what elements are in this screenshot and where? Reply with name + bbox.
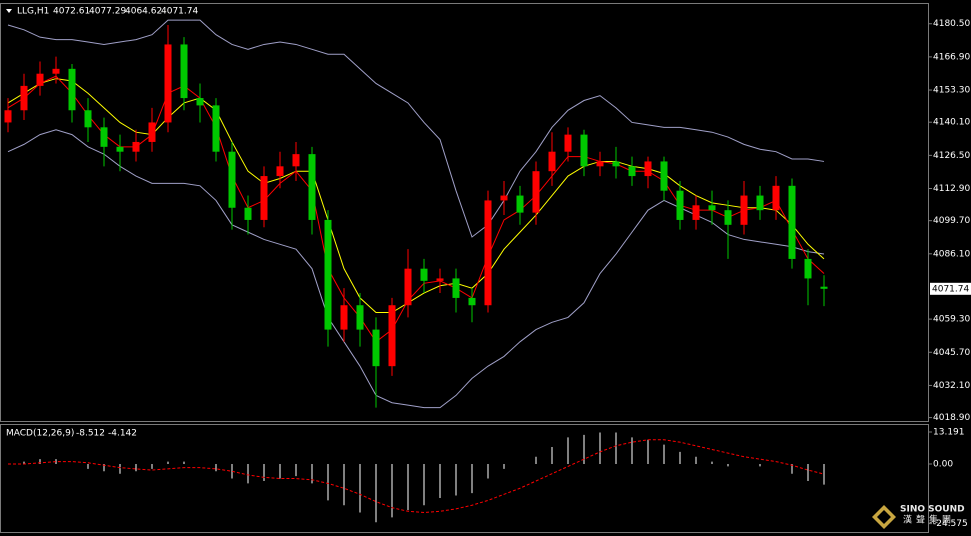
y-tick-label: 4059.30: [933, 315, 970, 325]
current-price-box: [930, 282, 971, 295]
logo-inner: [877, 510, 891, 524]
y-tick-label: 4045.70: [933, 348, 970, 358]
low-value: 4064.62: [125, 7, 162, 17]
candle-body: [580, 134, 588, 167]
y-tick-label: 0.00: [933, 460, 953, 470]
candle-body: [212, 105, 220, 152]
y-tick-label: 4153.30: [933, 86, 970, 96]
candle-body: [4, 110, 12, 123]
menu-triangle[interactable]: [6, 9, 12, 13]
candle-body: [356, 305, 364, 330]
candle-body: [436, 278, 444, 281]
candle-body: [820, 286, 828, 289]
macd-value: -8.512: [76, 429, 105, 439]
candle-body: [244, 207, 252, 220]
candle-body: [628, 166, 636, 177]
candle-body: [340, 305, 348, 330]
open-value: 4072.61: [53, 7, 90, 17]
macd-title: MACD(12,26,9): [6, 429, 74, 439]
candle-body: [36, 73, 44, 86]
indicator-line: [7, 19, 825, 238]
candle-body: [228, 151, 236, 208]
candle-body: [372, 329, 380, 367]
candle-body: [772, 185, 780, 211]
indicator-line: [7, 75, 825, 343]
symbol-title: LLG,H1: [17, 7, 49, 17]
signal-line: [8, 439, 825, 514]
candle-body: [388, 305, 396, 367]
candle-body: [164, 44, 172, 123]
candle-body: [724, 210, 732, 225]
candle-body: [516, 195, 524, 213]
y-tick-label: 4018.90: [933, 413, 970, 423]
candle-body: [116, 146, 124, 152]
candle-body: [68, 68, 76, 111]
candle-body: [532, 171, 540, 213]
candle-body: [500, 195, 508, 201]
high-value: 4077.29: [89, 7, 126, 17]
y-tick-label: -24.575: [933, 519, 968, 529]
candle-body: [452, 278, 460, 298]
macd-layer: [8, 432, 825, 523]
y-tick-label: 4126.50: [933, 151, 970, 161]
candle-body: [276, 166, 284, 177]
candle-body: [660, 161, 668, 191]
signal-value: -4.142: [108, 429, 137, 439]
candle-body: [420, 268, 428, 281]
y-tick-label: 4140.10: [933, 118, 970, 128]
y-tick-label: 4112.90: [933, 184, 970, 194]
candle-body: [708, 205, 716, 211]
y-tick-label: 4032.10: [933, 381, 970, 391]
watermark-brand: SINO SOUND: [900, 505, 965, 515]
indicator-line: [7, 78, 825, 314]
candle-body: [52, 68, 60, 74]
macd-panel: [0, 424, 929, 533]
candle-body: [180, 44, 188, 99]
candle-body: [132, 141, 140, 152]
candle-body: [84, 110, 92, 128]
candle-body: [804, 258, 812, 279]
candle-body: [260, 176, 268, 220]
candle-body: [644, 161, 652, 177]
candle-body: [596, 161, 604, 167]
candle-body: [196, 98, 204, 106]
current-price-label: 4071.74: [932, 284, 969, 294]
candle-body: [564, 134, 572, 152]
y-tick-label: 13.191: [933, 428, 965, 438]
candle-body: [692, 205, 700, 220]
candle-body: [20, 85, 28, 111]
candle-body: [100, 127, 108, 147]
candle-body: [676, 190, 684, 220]
candle-body: [148, 122, 156, 142]
axis-layer: 4180.50 4166.90 4153.30 4140.10 4126.50 4112.…: [929, 19, 971, 529]
candle-body: [484, 200, 492, 306]
candle-body: [308, 154, 316, 220]
watermark-subtitle: 漢聲集團: [903, 514, 955, 526]
candle-body: [788, 185, 796, 259]
candle-body: [292, 154, 300, 167]
candle-body: [612, 161, 620, 167]
price-layer: [4, 19, 828, 409]
close-value: 4071.74: [161, 7, 198, 17]
candle-body: [404, 268, 412, 306]
candle-body: [468, 297, 476, 306]
candle-body: [740, 195, 748, 225]
watermark: SINO SOUND 漢聲集團: [872, 505, 965, 529]
y-tick-label: 4099.70: [933, 216, 970, 226]
candle-body: [756, 195, 764, 211]
candle-body: [324, 219, 332, 330]
price-panel: [0, 3, 929, 422]
y-tick-label: 4166.90: [933, 52, 970, 62]
y-tick-label: 4086.10: [933, 249, 970, 259]
y-tick-label: 4180.50: [933, 19, 970, 29]
candle-body: [548, 151, 556, 172]
indicator-line: [7, 129, 825, 409]
